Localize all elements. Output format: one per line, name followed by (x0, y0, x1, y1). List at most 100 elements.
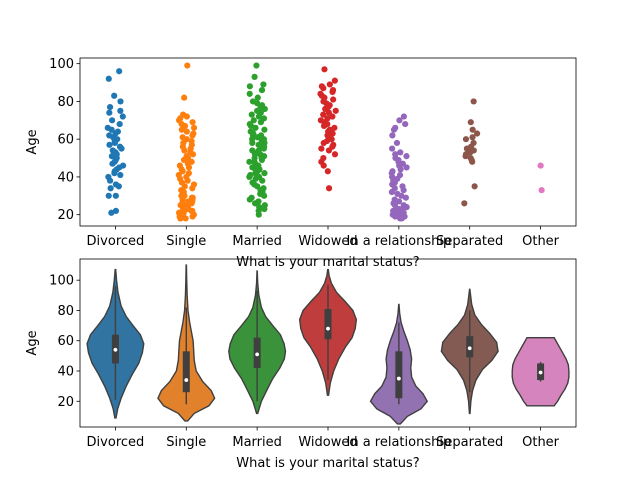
violin-iqr-box (324, 308, 332, 340)
strip-point (115, 183, 122, 190)
strip-point (116, 68, 123, 75)
strip-point (252, 170, 259, 177)
strip-point (179, 168, 186, 175)
strip-point (182, 215, 189, 222)
strip-point (261, 205, 268, 213)
violin-median-dot (326, 326, 330, 331)
strip-point (189, 185, 196, 192)
strip-point (106, 141, 113, 148)
violin-iqr-box (182, 351, 190, 393)
strip-x-tick-label: In a relationship (346, 234, 451, 249)
strip-x-tick-label: Married (232, 234, 282, 249)
strip-point (117, 171, 124, 179)
strip-point (258, 86, 266, 94)
strip-point (461, 200, 468, 207)
strip-point (462, 136, 470, 143)
strip-point (246, 173, 253, 181)
strip-x-tick-label: Other (522, 234, 560, 249)
violin-median-dot (467, 346, 472, 351)
strip-point (257, 119, 264, 126)
strip-point (117, 107, 124, 114)
strip-point (537, 162, 544, 169)
violin-y-tick-label: 80 (57, 304, 74, 319)
strip-point (259, 177, 266, 184)
strip-point (538, 187, 545, 194)
strip-point (469, 134, 476, 141)
strip-point (403, 164, 410, 171)
strip-point (252, 124, 259, 131)
strip-point (177, 215, 184, 222)
strip-point (462, 153, 469, 160)
strip-point (108, 153, 115, 160)
strip-point (251, 73, 258, 80)
strip-point (248, 111, 255, 118)
strip-point (105, 192, 112, 199)
strip-point (395, 198, 403, 205)
strip-point (189, 213, 196, 220)
strip-y-tick-label: 80 (57, 95, 74, 110)
strip-point (390, 126, 398, 133)
strip-point (400, 187, 407, 194)
strip-point (189, 119, 196, 126)
strip-point (106, 103, 114, 111)
violin-x-axis-label: What is your marital status? (236, 456, 419, 471)
strip-point (396, 117, 403, 124)
strip-point (469, 158, 476, 165)
strip-point (331, 77, 338, 84)
strip-x-axis-label: What is your marital status? (236, 255, 419, 270)
strip-point (320, 162, 327, 169)
strip-x-tick-label: Single (166, 234, 206, 249)
strip-point (325, 185, 333, 192)
violin-median-dot (113, 347, 118, 352)
violin-x-tick-label: Other (522, 435, 560, 450)
strip-point (261, 192, 268, 199)
violin-x-tick-label: In a relationship (346, 435, 451, 450)
strip-point (260, 145, 267, 152)
strip-point (328, 136, 335, 143)
strip-point (178, 126, 185, 133)
strip-point (249, 139, 256, 147)
strip-point (403, 153, 410, 160)
strip-point (108, 209, 115, 216)
strip-point (261, 126, 268, 133)
violin-iqr-box (395, 351, 403, 399)
strip-point (181, 94, 188, 101)
strip-point (251, 200, 259, 207)
strip-point (108, 126, 115, 133)
strip-point (326, 81, 333, 88)
strip-point (321, 66, 328, 73)
strip-point (181, 147, 188, 154)
violin-y-tick-label: 100 (49, 274, 74, 289)
strip-point (105, 75, 112, 82)
strip-point (180, 156, 188, 164)
strip-x-tick-label: Divorced (87, 234, 145, 249)
strip-point (260, 81, 267, 88)
violin-median-dot (184, 378, 189, 382)
violin-y-axis-label: Age (25, 330, 40, 355)
strip-y-ticks: 20 40 60 80 100 (49, 57, 80, 223)
strip-point (330, 96, 337, 103)
violin-median-dot (538, 370, 543, 375)
strip-point (188, 200, 195, 207)
strip-point (106, 177, 114, 184)
strip-point (467, 119, 474, 126)
strip-point (388, 188, 395, 196)
strip-point (471, 183, 478, 190)
violin-median-dot (255, 352, 260, 357)
violin-y-tick-label: 40 (57, 365, 74, 380)
strip-points (104, 62, 545, 222)
strip-point (393, 139, 401, 147)
strip-point (112, 192, 119, 199)
strip-y-tick-label: 40 (57, 170, 74, 185)
strip-point (118, 145, 125, 152)
strip-point (108, 117, 116, 124)
strip-point (320, 122, 328, 130)
strip-point (392, 213, 399, 220)
strip-x-tick-label: Separated (436, 234, 503, 249)
strip-point (331, 151, 339, 158)
strip-point (402, 120, 409, 128)
violin-x-tick-label: Widowed (298, 435, 357, 450)
